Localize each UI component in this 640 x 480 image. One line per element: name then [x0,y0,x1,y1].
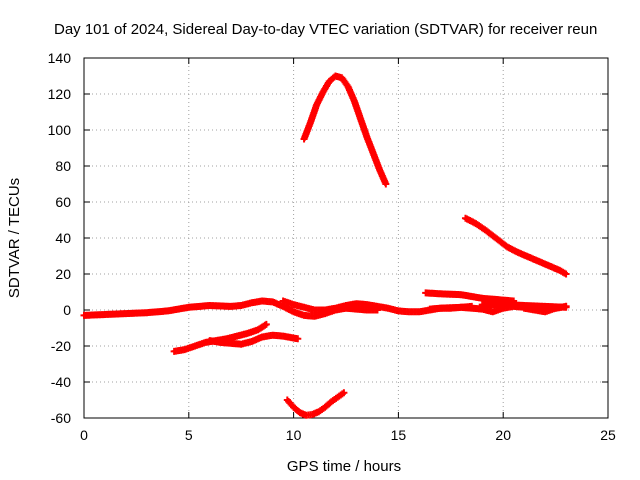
y-tick-label: 40 [55,230,71,246]
y-tick-label: 100 [48,122,72,138]
data-point [382,180,390,188]
series-track-descending-late [461,214,570,278]
data-point [562,302,570,310]
plot-frame [83,57,609,419]
x-axis-title: GPS time / hours [287,458,401,475]
series-track-21-23 [520,302,570,316]
series-track-near-zero-main [80,297,381,320]
x-tick-label: 15 [391,427,407,443]
y-tick-label: 20 [55,266,71,282]
y-tick-label: 60 [55,194,71,210]
y-tick-label: -40 [51,374,71,390]
x-tick-label: 5 [185,427,193,443]
data-point [262,320,270,328]
plot-border [83,57,609,419]
chart-title: Day 101 of 2024, Sidereal Day-to-day VTE… [54,21,597,38]
data-point [562,270,570,278]
series-track-arc-high [300,72,390,188]
x-tick-label: 20 [495,427,511,443]
data-point [340,389,348,397]
grid [84,58,608,418]
x-tick-label: 10 [286,427,302,443]
y-axis: -60 -40 -20 0 20 40 60 80 100 120 140 [48,50,608,426]
y-tick-label: -60 [51,410,71,426]
x-tick-label: 25 [600,427,616,443]
y-tick-label: 80 [55,158,71,174]
data-point [294,335,302,343]
y-tick-label: 140 [48,50,72,66]
y-axis-title: SDTVAR / TECUs [6,178,23,298]
series-track-arc-low [283,389,348,419]
y-tick-label: 120 [48,86,72,102]
data-series [80,72,570,419]
x-tick-label: 0 [80,427,88,443]
y-tick-label: 0 [63,302,71,318]
series-track-negative-2 [206,331,302,348]
x-axis: 0 5 10 15 20 25 [80,58,616,443]
y-tick-label: -20 [51,338,71,354]
